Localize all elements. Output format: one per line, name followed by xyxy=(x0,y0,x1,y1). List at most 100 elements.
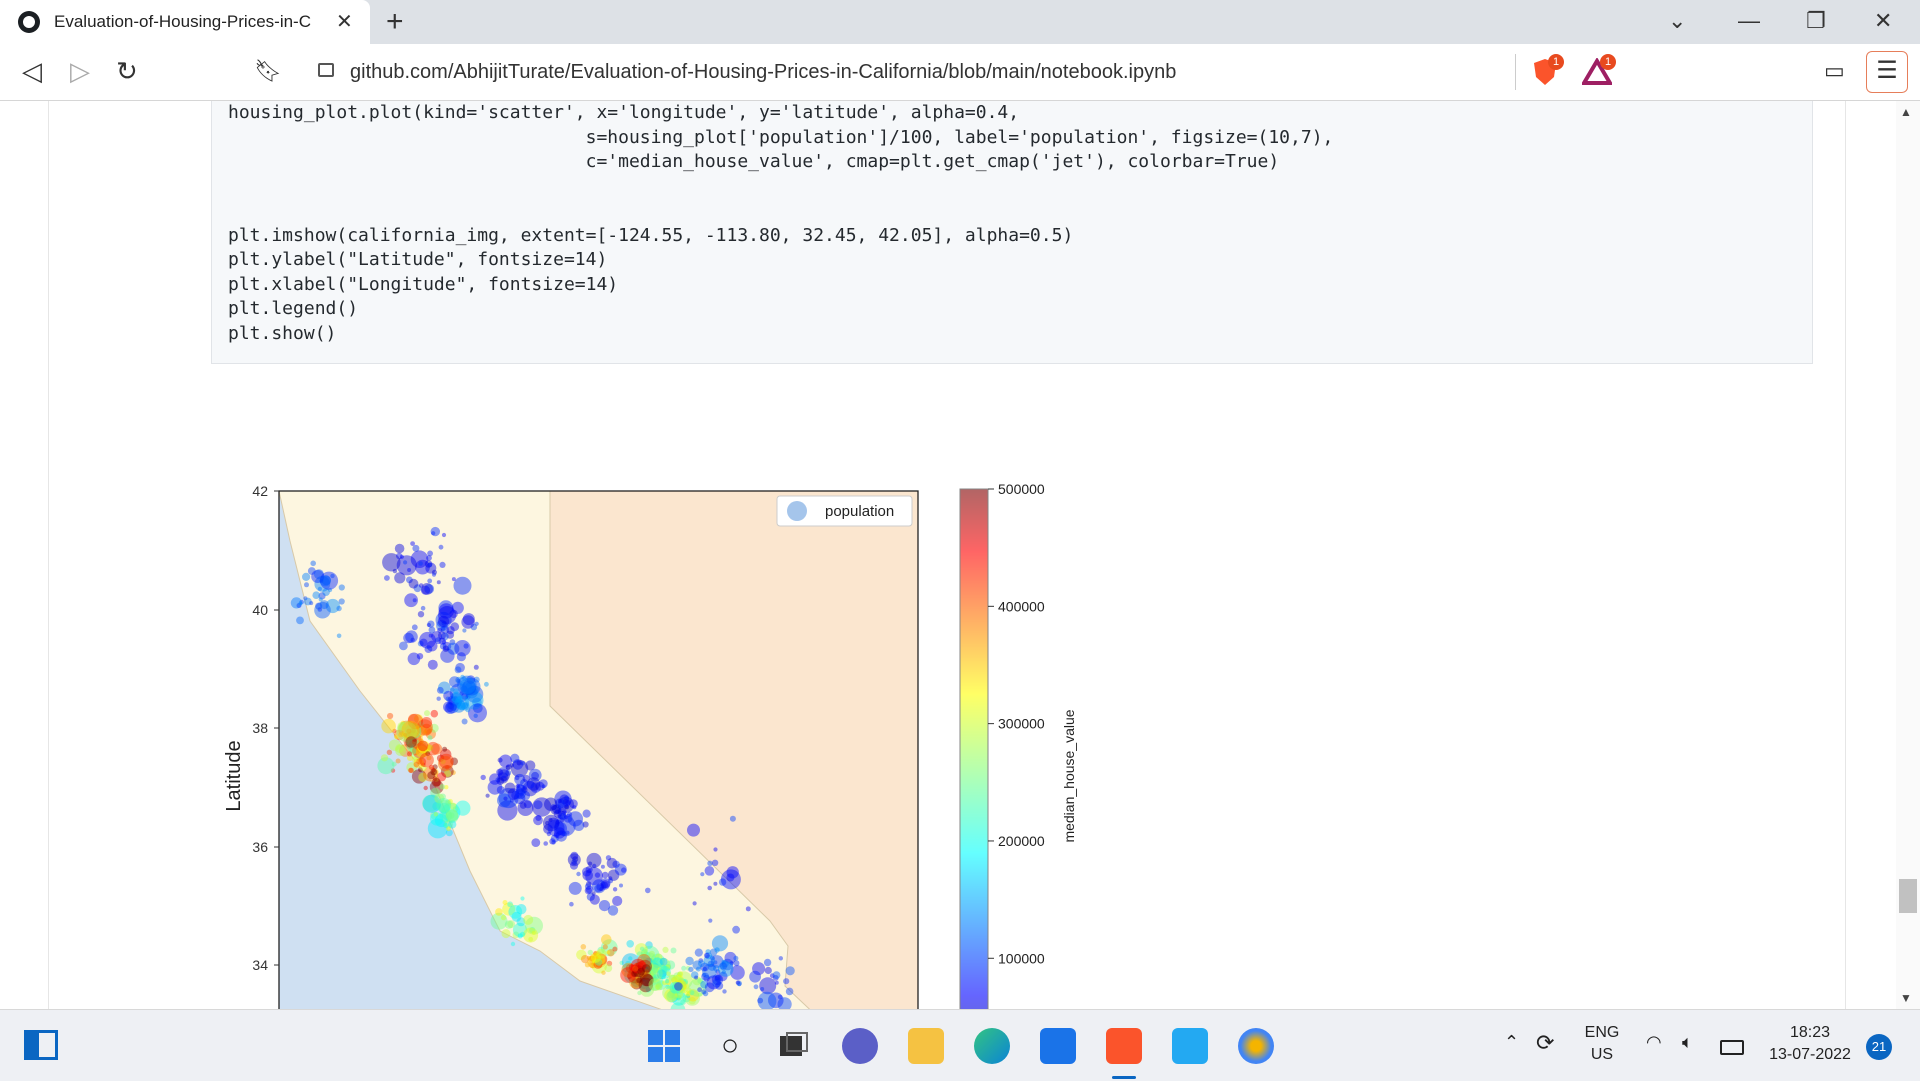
scroll-thumb[interactable] xyxy=(1899,879,1917,913)
scroll-down-icon[interactable]: ▼ xyxy=(1900,991,1912,1005)
start-icon[interactable] xyxy=(646,1028,682,1064)
scatter-point xyxy=(542,814,560,832)
scatter-point xyxy=(626,940,634,948)
scatter-point xyxy=(785,966,795,976)
scatter-point xyxy=(640,945,660,965)
scatter-point xyxy=(624,966,642,984)
address-bar[interactable]: github.com/AbhijitTurate/Evaluation-of-H… xyxy=(300,54,1516,90)
scatter-point xyxy=(407,755,413,761)
left-border xyxy=(48,101,49,1009)
vscode-icon[interactable] xyxy=(1172,1028,1208,1064)
region-indicator[interactable]: US xyxy=(1590,1046,1614,1063)
back-icon[interactable]: ◁ xyxy=(22,56,42,86)
close-tab-icon[interactable]: ✕ xyxy=(336,11,353,33)
scatter-point xyxy=(535,815,542,821)
scatter-point xyxy=(655,981,661,988)
scatter-point xyxy=(674,989,684,999)
scatter-point xyxy=(589,962,595,969)
restore-button[interactable]: ❐ xyxy=(1806,8,1826,33)
volume-icon[interactable]: 🔈︎ xyxy=(1682,1032,1693,1052)
scatter-point xyxy=(646,961,659,974)
url-text[interactable]: github.com/AbhijitTurate/Evaluation-of-H… xyxy=(350,61,1177,83)
brave-taskbar-icon[interactable] xyxy=(1106,1028,1142,1064)
scroll-up-icon[interactable]: ▲ xyxy=(1900,105,1912,119)
scatter-point xyxy=(582,821,589,828)
notification-badge[interactable]: 21 xyxy=(1866,1034,1892,1060)
browser-tab[interactable]: Evaluation-of-Housing-Prices-in-C ✕ xyxy=(0,0,370,44)
scatter-point xyxy=(569,901,574,907)
scatter-point xyxy=(545,820,550,826)
scatter-point xyxy=(635,968,645,978)
wallet-icon[interactable]: ▭ xyxy=(1824,58,1845,83)
page-scrollbar[interactable]: ▲ ▼ xyxy=(1896,101,1920,1009)
scatter-point xyxy=(714,947,720,953)
language-indicator[interactable]: ENG xyxy=(1584,1024,1620,1041)
edge-icon[interactable] xyxy=(974,1028,1010,1064)
scatter-point xyxy=(444,769,452,777)
scatter-point xyxy=(430,787,441,798)
teams-chat-icon[interactable] xyxy=(842,1028,878,1064)
scatter-point xyxy=(634,971,640,977)
scatter-point xyxy=(628,956,633,961)
brave-rewards-icon[interactable] xyxy=(1582,58,1612,86)
scatter-point xyxy=(449,703,457,711)
bookmark-icon[interactable]: 🔖︎ xyxy=(254,58,282,83)
scatter-point xyxy=(714,974,722,983)
scatter-point xyxy=(533,800,543,810)
store-icon[interactable] xyxy=(1040,1028,1076,1064)
scatter-point xyxy=(330,573,335,579)
scatter-point xyxy=(421,762,426,768)
scatter-point xyxy=(644,974,656,986)
scatter-point xyxy=(637,972,647,982)
scatter-point xyxy=(515,788,526,800)
scatter-point xyxy=(559,812,567,821)
search-icon[interactable]: ○ xyxy=(720,1029,740,1062)
widgets-icon[interactable] xyxy=(24,1030,58,1060)
minimize-button[interactable]: — xyxy=(1738,8,1760,33)
scatter-point xyxy=(436,798,452,813)
scatter-point xyxy=(769,973,775,979)
scatter-point xyxy=(444,785,449,790)
scatter-point xyxy=(724,951,737,964)
scatter-point xyxy=(296,616,304,625)
scatter-point xyxy=(637,968,646,977)
sync-icon[interactable]: ⟳ xyxy=(1536,1030,1555,1055)
scatter-point xyxy=(453,576,472,595)
clock-date[interactable]: 13-07-2022 xyxy=(1769,1046,1851,1063)
scatter-point xyxy=(546,831,552,837)
scatter-point xyxy=(338,598,345,605)
task-view-icon[interactable] xyxy=(776,1028,812,1064)
scatter-point xyxy=(439,643,447,650)
scatter-point xyxy=(629,970,634,975)
close-window-button[interactable]: ✕ xyxy=(1874,8,1893,33)
paint-icon[interactable] xyxy=(1238,1028,1274,1064)
scatter-point xyxy=(671,989,676,995)
scatter-point xyxy=(597,946,605,955)
scatter-point xyxy=(406,576,413,584)
clock-time[interactable]: 18:23 xyxy=(1789,1024,1831,1041)
scatter-point xyxy=(409,745,414,750)
menu-icon[interactable]: ☰ xyxy=(1866,51,1908,93)
scatter-point xyxy=(427,735,433,741)
scatter-point xyxy=(697,987,702,993)
scatter-point xyxy=(425,728,436,740)
new-tab-button[interactable]: + xyxy=(386,5,404,38)
show-hidden-icons[interactable]: ⌃ xyxy=(1504,1032,1520,1052)
scatter-point xyxy=(648,950,655,958)
scatter-point xyxy=(606,857,618,869)
battery-icon[interactable] xyxy=(1720,1040,1744,1055)
scatter-point xyxy=(552,804,562,814)
scatter-point xyxy=(667,991,675,999)
tab-search-icon[interactable]: ⌄ xyxy=(1668,8,1687,33)
scatter-point xyxy=(432,764,438,770)
scatter-point xyxy=(501,929,511,939)
forward-icon[interactable]: ▷ xyxy=(70,56,90,86)
scatter-point xyxy=(460,701,470,711)
scatter-point xyxy=(632,967,637,973)
wifi-icon[interactable]: ◠ xyxy=(1646,1032,1662,1052)
scatter-point xyxy=(644,974,657,987)
file-explorer-icon[interactable] xyxy=(908,1028,944,1064)
scatter-point xyxy=(451,699,466,713)
scatter-point xyxy=(678,981,684,986)
reload-icon[interactable]: ↻ xyxy=(116,56,138,86)
